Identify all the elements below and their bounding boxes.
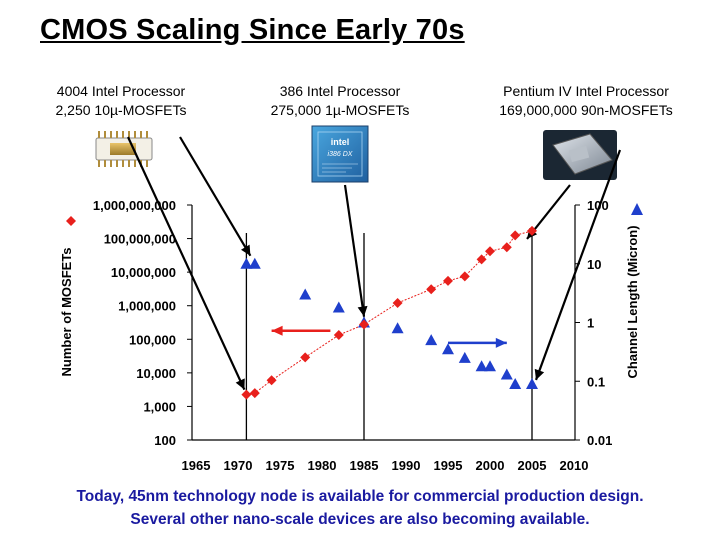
channel-length-point-1997 <box>458 351 471 363</box>
mosfet-count-point-1999 <box>476 254 487 265</box>
mosfet-count-point-2002 <box>501 242 512 253</box>
chip-386-image: intel i386 DX <box>311 125 369 183</box>
pointer-386-head <box>357 305 368 317</box>
mosfet-count-point-1995 <box>443 275 453 286</box>
channel-length-point-1995 <box>442 343 454 355</box>
channel-length-point-1978 <box>299 288 312 300</box>
right-tick-label: 0.1 <box>587 374 605 389</box>
right-tick-label: 1 <box>587 316 594 331</box>
left-tick-label: 100 <box>154 433 176 448</box>
x-tick-label-2000: 2000 <box>476 458 505 473</box>
processor-pentium-detail: 169,000,000 90n-MOSFETs <box>499 102 673 118</box>
mosfet-count-point-2000 <box>485 246 495 257</box>
pointer-4004-transistors <box>127 136 246 391</box>
mosfet-count-point-2005 <box>527 225 537 236</box>
left-tick-label: 100,000 <box>129 332 176 347</box>
footer-text: Today, 45nm technology node is available… <box>0 485 720 531</box>
mosfet-count-point-2003 <box>510 230 521 241</box>
channel-length-point-1993 <box>425 334 438 346</box>
pointer-386 <box>343 184 366 317</box>
left-tick-label: 10,000 <box>136 366 176 381</box>
processor-4004-name: 4004 Intel Processor <box>56 83 186 99</box>
left-tick-label: 1,000 <box>143 399 176 414</box>
pointer-4004-channel <box>179 136 252 257</box>
channel-length-point-1971 <box>240 257 253 269</box>
x-tick-label-1970: 1970 <box>224 458 253 473</box>
x-tick-label-1975: 1975 <box>266 458 295 473</box>
channel-length-point-1972 <box>248 257 261 269</box>
left-tick-label: 10,000,000 <box>111 265 176 280</box>
right-axis-label: Channel Length (Micron) <box>625 225 640 378</box>
footer-line-2: Several other nano-scale devices are als… <box>130 511 590 528</box>
right-axis-triangle-marker <box>631 203 643 215</box>
processor-4004-detail: 2,250 10µ-MOSFETs <box>55 102 187 118</box>
right-tick-label: 0.01 <box>587 433 612 448</box>
range-arrow-blue-head <box>495 337 507 348</box>
processor-label-386: 386 Intel Processor 275,000 1µ-MOSFETs <box>240 82 440 120</box>
channel-length-point-1982 <box>332 301 345 313</box>
channel-length-point-2003 <box>509 377 522 389</box>
channel-length-point-1999 <box>475 360 488 372</box>
left-tick-label: 1,000,000 <box>118 299 176 314</box>
channel-length-point-2005 <box>526 377 538 389</box>
processor-386-name: 386 Intel Processor <box>279 83 401 99</box>
plot-frame <box>191 205 576 441</box>
right-tick-label: 100 <box>587 198 609 213</box>
x-tick-label-2010: 2010 <box>560 458 589 473</box>
mosfet-count-point-1974 <box>266 375 277 386</box>
x-tick-label-2005: 2005 <box>518 458 547 473</box>
channel-length-point-1989 <box>391 322 404 334</box>
processor-pentium-name: Pentium IV Intel Processor <box>503 83 669 99</box>
processor-label-pentium: Pentium IV Intel Processor 169,000,000 9… <box>470 82 702 120</box>
footer-line-1: Today, 45nm technology node is available… <box>76 488 644 505</box>
mosfet-count-point-1978 <box>300 352 311 363</box>
mosfet-count-point-1997 <box>459 271 470 282</box>
left-axis-diamond-marker <box>66 216 76 226</box>
x-tick-label-1990: 1990 <box>392 458 421 473</box>
pointer-pentium-channel <box>534 149 622 381</box>
mosfet-count-point-1971 <box>241 389 252 400</box>
left-tick-label: 1,000,000,000 <box>93 198 176 213</box>
mosfet-count-point-1993 <box>426 284 437 295</box>
channel-length-point-2002 <box>500 368 513 380</box>
slide-title: CMOS Scaling Since Early 70s <box>40 14 465 46</box>
mosfet-count-point-1982 <box>333 330 344 341</box>
left-tick-label: 100,000,000 <box>104 232 176 247</box>
chip-386-brand: intel <box>331 137 350 147</box>
x-tick-label-1985: 1985 <box>350 458 379 473</box>
x-tick-label-1995: 1995 <box>434 458 463 473</box>
x-tick-label-1965: 1965 <box>182 458 211 473</box>
mosfet-count-point-1972 <box>249 388 260 399</box>
processor-386-detail: 275,000 1µ-MOSFETs <box>270 102 410 118</box>
x-tick-label-1980: 1980 <box>308 458 337 473</box>
mosfet-count-point-1985 <box>359 319 369 330</box>
right-tick-label: 10 <box>587 257 601 272</box>
pointer-pentium-channel-head <box>534 368 545 380</box>
mosfet-count-point-1989 <box>392 298 403 309</box>
channel-length-point-2000 <box>484 360 496 372</box>
range-arrow-red-head <box>271 325 283 336</box>
pointer-4004-channel-head <box>240 244 251 256</box>
chip-pentium-image <box>543 130 617 180</box>
pointer-4004-transistors-head <box>235 378 245 390</box>
processor-label-4004: 4004 Intel Processor 2,250 10µ-MOSFETs <box>28 82 214 120</box>
chip-386-model: i386 DX <box>328 151 353 158</box>
chip-4004-image <box>95 131 153 167</box>
left-axis-label: Number of MOSFETs <box>59 247 74 376</box>
